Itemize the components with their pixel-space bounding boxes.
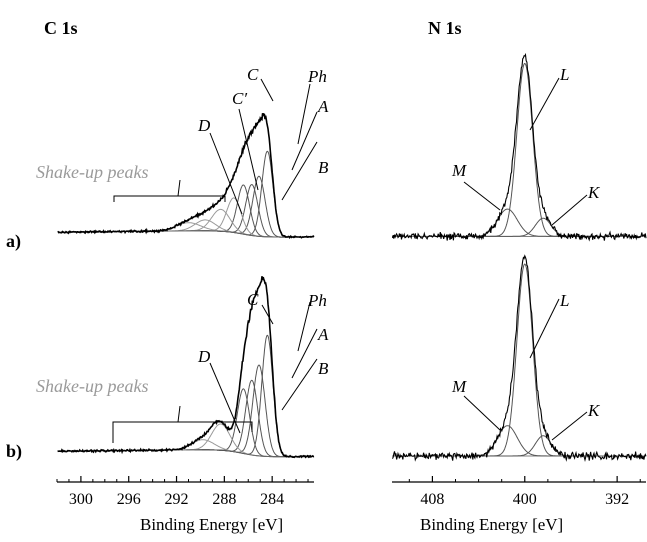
peak-label-m-b: M — [451, 377, 467, 396]
peak-label-b-b: B — [318, 359, 329, 378]
component-a-n1s-l — [451, 63, 599, 237]
c1s-tick-label-296: 296 — [117, 491, 141, 508]
measured-spectrum-a-c1s — [57, 112, 315, 240]
spectrum-b-c1s — [57, 276, 315, 459]
shake-up-label-a: Shake-up peaks — [36, 162, 148, 182]
shake-up-annotation-a: Shake-up peaks — [36, 162, 226, 202]
peak-label-l-a: L — [559, 65, 569, 84]
peak-labels-a-c1s: C C′ D Ph A B — [197, 65, 329, 215]
measured-spectrum-a-n1s — [391, 52, 647, 242]
n1s-tick-label-408: 408 — [420, 491, 444, 508]
row-label-b: b) — [6, 441, 22, 462]
c1s-tick-label-284: 284 — [260, 491, 284, 508]
c1s-tick-label-292: 292 — [165, 491, 189, 508]
shake-up-annotation-b: Shake-up peaks — [36, 376, 253, 443]
component-b-c1s-s1 — [97, 439, 308, 458]
c1s-x-ticks: 300 296 292 288 284 — [56, 476, 309, 508]
measured-spectrum-b-c1s — [57, 276, 315, 459]
n1s-x-axis-label: Binding Energy [eV] — [420, 515, 563, 534]
spectrum-a-c1s — [57, 112, 315, 240]
n1s-tick-label-392: 392 — [605, 491, 629, 508]
c1s-x-axis-label: Binding Energy [eV] — [140, 515, 283, 534]
measured-spectrum-b-n1s — [391, 254, 647, 462]
peak-label-m-a: M — [451, 161, 467, 180]
row-label-a: a) — [6, 231, 21, 252]
c1s-title: C 1s — [44, 18, 78, 38]
component-a-c1s-s1 — [109, 219, 301, 238]
c1s-tick-label-300: 300 — [69, 491, 93, 508]
peak-label-d-b: D — [197, 347, 211, 366]
peak-label-cprime-a: C′ — [232, 89, 247, 108]
peak-label-ph-b: Ph — [307, 291, 327, 310]
component-a-c1s-s2 — [73, 222, 304, 238]
peak-label-d-a: D — [197, 116, 211, 135]
peak-labels-a-n1s: L M K — [451, 65, 601, 226]
shake-up-label-b: Shake-up peaks — [36, 376, 148, 396]
peak-labels-b-n1s: L M K — [451, 291, 601, 441]
peak-label-c-a: C — [247, 65, 259, 84]
peak-label-l-b: L — [559, 291, 569, 310]
n1s-tick-label-400: 400 — [513, 491, 537, 508]
peak-label-c-b: C — [247, 290, 259, 309]
n1s-title: N 1s — [428, 18, 462, 38]
peak-labels-b-c1s: C D Ph A B — [197, 290, 329, 434]
peak-label-a-a: A — [317, 97, 329, 116]
peak-label-k-a: K — [587, 183, 601, 202]
peak-label-b-a: B — [318, 158, 329, 177]
peak-label-k-b: K — [587, 401, 601, 420]
peak-label-ph-a: Ph — [307, 67, 327, 86]
c1s-tick-label-288: 288 — [212, 491, 236, 508]
n1s-x-ticks: 408 400 392 — [408, 476, 641, 508]
spectrum-b-n1s — [391, 254, 647, 462]
component-b-n1s-l — [451, 263, 599, 457]
component-b-c1s-b — [194, 379, 310, 458]
spectrum-a-n1s — [391, 52, 647, 242]
peak-label-a-b: A — [317, 325, 329, 344]
